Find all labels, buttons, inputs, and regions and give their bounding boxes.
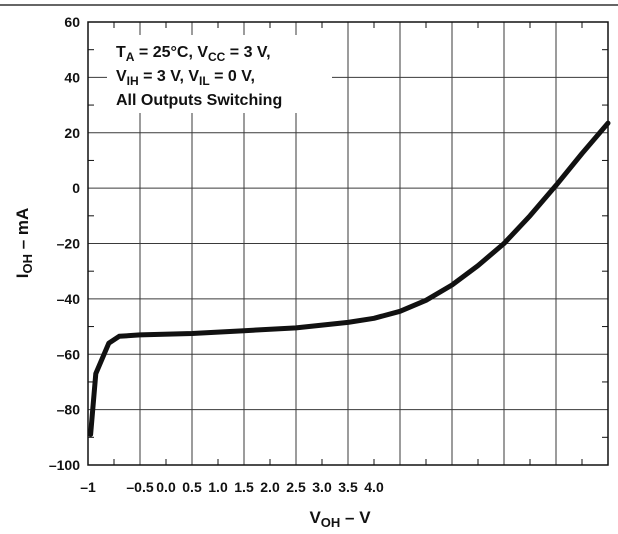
y-axis-title: IOH – mA — [13, 208, 35, 279]
x-tick-label: 1.0 — [208, 479, 228, 495]
y-tick-labels: 60 40 20 0 –20 –40 –60 –80 –100 — [49, 14, 80, 473]
x-tick-label: –1 — [80, 479, 96, 495]
annotation-background — [107, 35, 332, 113]
y-tick-label: 40 — [64, 69, 80, 85]
annotation-line-2: VIH = 3 V, VIL = 0 V, — [116, 68, 255, 88]
x-tick-label: 1.5 — [234, 479, 254, 495]
annotation-line-1: TA = 25°C, VCC = 3 V, — [116, 44, 271, 64]
x-tick-label: 0.0 — [156, 479, 176, 495]
x-tick-label: 2.5 — [286, 479, 306, 495]
y-tick-label: –60 — [57, 346, 81, 362]
x-tick-labels: –1 –0.5 0.0 0.5 1.0 1.5 2.0 2.5 3.0 3.5 4.0 — [80, 479, 384, 495]
x-tick-label: –0.5 — [126, 479, 153, 495]
x-tick-label: 0.5 — [182, 479, 202, 495]
x-tick-label: 4.0 — [364, 479, 384, 495]
x-tick-label: 3.5 — [338, 479, 358, 495]
x-tick-label: 2.0 — [260, 479, 280, 495]
x-axis-title: VOH – V — [309, 508, 371, 530]
annotation-line-3: All Outputs Switching — [116, 92, 282, 109]
y-tick-label: –40 — [57, 291, 81, 307]
y-tick-label: –80 — [57, 402, 81, 418]
x-tick-label: 3.0 — [312, 479, 332, 495]
y-tick-label: 20 — [64, 125, 80, 141]
y-tick-label: –20 — [57, 236, 81, 252]
plot-frame — [87, 21, 609, 466]
series-line — [88, 120, 611, 437]
y-tick-label: 0 — [72, 180, 80, 196]
y-tick-label: 60 — [64, 14, 80, 30]
y-tick-label: –100 — [49, 457, 80, 473]
